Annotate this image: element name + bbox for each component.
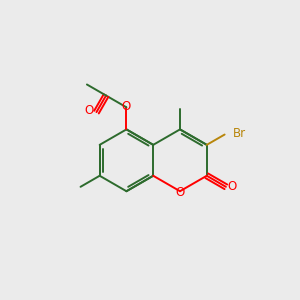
- Text: O: O: [85, 104, 94, 117]
- Text: Br: Br: [233, 128, 246, 140]
- Text: O: O: [176, 186, 184, 199]
- Text: O: O: [228, 180, 237, 193]
- Text: O: O: [122, 100, 131, 112]
